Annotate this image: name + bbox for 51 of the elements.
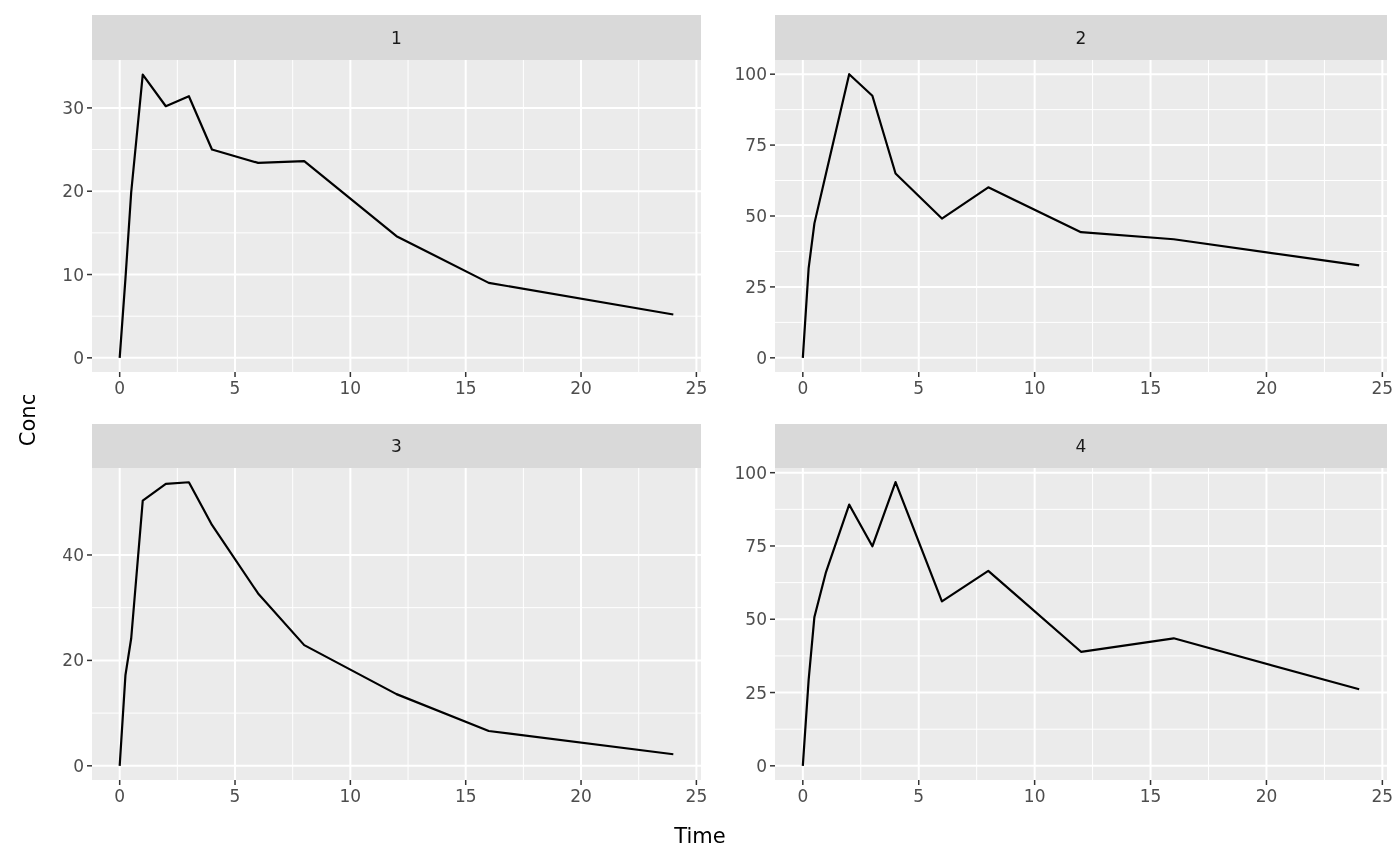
chart-title: 1: [391, 27, 402, 48]
x-tick-label: 10: [1023, 786, 1046, 806]
x-tick-label: 5: [913, 786, 925, 806]
y-tick-label: 50: [745, 206, 767, 226]
x-tick-label: 15: [1139, 378, 1162, 398]
x-tick-label: 15: [1139, 786, 1162, 806]
x-tick-label: 0: [114, 378, 126, 398]
x-tick-label: 0: [114, 786, 126, 806]
x-tick-label: 10: [339, 378, 362, 398]
y-tick-label: 75: [745, 135, 767, 156]
line-series: [118, 73, 675, 359]
x-tick-label: 0: [797, 786, 809, 806]
x-tick-label: 5: [229, 786, 241, 806]
y-tick-label: 0: [73, 755, 84, 776]
x-tick-label: 5: [229, 378, 241, 398]
y-tick-label: 100: [734, 462, 767, 483]
x-tick-label: 20: [1255, 786, 1278, 806]
x-tick-label: 10: [339, 786, 362, 806]
x-tick-label: 15: [454, 786, 477, 806]
x-tick-label: 5: [913, 378, 925, 398]
y-tick-label: 0: [73, 347, 84, 368]
chart-title: 3: [391, 436, 402, 456]
x-tick-label: 20: [570, 786, 592, 806]
x-tick-label: 20: [1255, 378, 1278, 398]
x-axis-title: Time: [673, 824, 726, 848]
x-tick-label: 15: [454, 378, 477, 398]
y-tick-label: 75: [745, 535, 767, 556]
x-tick-label: 25: [685, 378, 708, 398]
x-tick-label: 0: [797, 378, 809, 398]
line-series: [118, 481, 675, 767]
chart-title: 2: [1075, 27, 1087, 48]
y-tick-label: 20: [62, 181, 84, 202]
y-axis-title: Conc: [16, 393, 40, 447]
line-series: [801, 73, 1361, 359]
x-tick-label: 25: [1371, 786, 1394, 806]
y-tick-label: 100: [734, 64, 767, 85]
y-tick-label: 10: [62, 264, 84, 285]
y-tick-label: 25: [745, 682, 767, 703]
x-tick-label: 10: [1023, 378, 1046, 398]
y-tick-label: 40: [62, 544, 84, 565]
line-series: [801, 480, 1361, 767]
y-tick-label: 50: [745, 609, 767, 630]
y-tick-label: 0: [756, 347, 767, 368]
x-tick-label: 25: [1371, 378, 1394, 398]
y-tick-label: 30: [62, 97, 84, 118]
y-tick-label: 0: [756, 755, 767, 776]
x-tick-label: 25: [685, 786, 708, 806]
chart-title: 4: [1075, 436, 1087, 456]
y-tick-label: 20: [62, 650, 84, 671]
x-tick-label: 20: [570, 378, 592, 398]
y-tick-label: 25: [745, 276, 767, 297]
